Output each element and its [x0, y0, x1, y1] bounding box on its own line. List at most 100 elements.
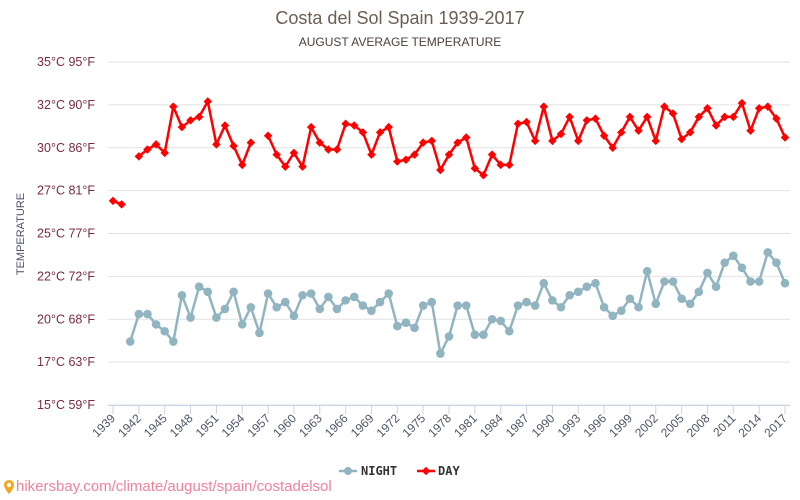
- data-point-day[interactable]: [289, 148, 299, 158]
- data-point-night[interactable]: [634, 302, 643, 312]
- data-point-day[interactable]: [461, 133, 471, 142]
- data-point-day[interactable]: [177, 122, 187, 132]
- data-point-night[interactable]: [298, 290, 307, 300]
- data-point-day[interactable]: [194, 112, 204, 122]
- data-point-night[interactable]: [642, 266, 652, 276]
- data-point-day[interactable]: [169, 102, 178, 111]
- data-point-night[interactable]: [651, 299, 661, 309]
- data-point-day[interactable]: [281, 162, 290, 171]
- data-point-night[interactable]: [513, 301, 523, 310]
- data-point-day[interactable]: [375, 128, 385, 137]
- data-point-night[interactable]: [281, 297, 290, 307]
- data-point-day[interactable]: [565, 112, 574, 122]
- data-point-night[interactable]: [625, 294, 635, 303]
- data-point-night[interactable]: [530, 301, 540, 310]
- data-point-day[interactable]: [203, 97, 213, 106]
- data-point-day[interactable]: [332, 145, 342, 154]
- data-point-night[interactable]: [694, 287, 704, 297]
- data-point-night[interactable]: [548, 296, 557, 305]
- data-point-day[interactable]: [496, 160, 505, 170]
- data-point-day[interactable]: [306, 122, 316, 132]
- data-point-day[interactable]: [410, 150, 419, 159]
- data-point-day[interactable]: [186, 116, 195, 125]
- data-point-night[interactable]: [401, 318, 411, 327]
- data-point-day[interactable]: [272, 150, 281, 159]
- data-point-night[interactable]: [496, 316, 505, 326]
- data-point-night[interactable]: [151, 320, 161, 329]
- legend-item-night[interactable]: NIGHT: [339, 464, 397, 478]
- data-point-night[interactable]: [255, 328, 264, 338]
- data-point-night[interactable]: [341, 296, 350, 305]
- data-point-night[interactable]: [573, 287, 583, 297]
- watermark[interactable]: hikersbay.com/climate/august/spain/costa…: [4, 478, 332, 495]
- data-point-day[interactable]: [573, 136, 583, 146]
- data-point-day[interactable]: [108, 196, 118, 206]
- data-point-night[interactable]: [703, 268, 712, 278]
- data-point-night[interactable]: [763, 248, 773, 257]
- data-point-day[interactable]: [539, 102, 549, 111]
- data-point-night[interactable]: [315, 304, 325, 314]
- data-point-day[interactable]: [479, 170, 488, 180]
- data-point-night[interactable]: [332, 304, 342, 314]
- data-point-day[interactable]: [160, 148, 169, 158]
- data-point-day[interactable]: [246, 138, 256, 147]
- data-point-day[interactable]: [591, 114, 600, 123]
- data-point-day[interactable]: [212, 140, 221, 149]
- data-point-night[interactable]: [772, 258, 781, 267]
- data-point-night[interactable]: [143, 309, 152, 319]
- data-point-night[interactable]: [306, 289, 316, 298]
- data-point-night[interactable]: [237, 320, 247, 329]
- data-point-night[interactable]: [668, 277, 678, 286]
- data-point-night[interactable]: [685, 299, 695, 309]
- data-point-night[interactable]: [169, 337, 178, 346]
- data-point-night[interactable]: [177, 290, 187, 300]
- data-point-night[interactable]: [479, 330, 488, 339]
- data-point-night[interactable]: [754, 277, 764, 286]
- data-point-night[interactable]: [677, 294, 686, 303]
- data-point-night[interactable]: [375, 297, 385, 307]
- data-point-day[interactable]: [117, 200, 126, 209]
- legend-item-day[interactable]: DAY: [417, 464, 460, 478]
- data-point-day[interactable]: [487, 150, 497, 159]
- data-point-night[interactable]: [384, 289, 393, 298]
- data-point-night[interactable]: [453, 301, 462, 310]
- data-point-night[interactable]: [203, 287, 213, 297]
- data-point-day[interactable]: [746, 126, 755, 135]
- data-point-night[interactable]: [349, 292, 359, 302]
- data-point-day[interactable]: [384, 122, 393, 132]
- data-point-day[interactable]: [298, 162, 307, 171]
- data-point-night[interactable]: [410, 323, 419, 333]
- data-point-night[interactable]: [487, 314, 497, 324]
- data-point-night[interactable]: [367, 306, 376, 315]
- data-point-night[interactable]: [556, 302, 566, 312]
- data-point-night[interactable]: [229, 287, 238, 297]
- data-point-night[interactable]: [660, 277, 669, 286]
- data-point-night[interactable]: [160, 326, 169, 336]
- data-point-night[interactable]: [393, 321, 402, 331]
- data-point-day[interactable]: [444, 150, 454, 159]
- data-point-night[interactable]: [780, 278, 790, 288]
- data-point-day[interactable]: [229, 141, 238, 151]
- data-point-night[interactable]: [591, 278, 600, 288]
- data-point-day[interactable]: [151, 140, 161, 149]
- data-point-day[interactable]: [358, 128, 368, 137]
- data-point-day[interactable]: [651, 136, 661, 146]
- data-point-day[interactable]: [401, 155, 411, 164]
- data-point-night[interactable]: [134, 309, 144, 319]
- data-point-day[interactable]: [470, 164, 480, 173]
- data-point-day[interactable]: [220, 121, 230, 130]
- data-point-day[interactable]: [418, 138, 428, 147]
- data-point-day[interactable]: [582, 116, 592, 125]
- data-point-night[interactable]: [720, 258, 729, 267]
- data-point-day[interactable]: [315, 138, 325, 147]
- data-point-night[interactable]: [186, 313, 195, 322]
- data-point-night[interactable]: [746, 277, 755, 286]
- data-point-day[interactable]: [367, 150, 376, 159]
- data-point-night[interactable]: [599, 302, 609, 312]
- data-point-day[interactable]: [237, 160, 247, 170]
- data-point-night[interactable]: [711, 282, 721, 291]
- data-point-night[interactable]: [729, 251, 738, 261]
- data-point-night[interactable]: [358, 301, 368, 310]
- data-point-day[interactable]: [530, 136, 540, 146]
- data-point-day[interactable]: [453, 138, 462, 147]
